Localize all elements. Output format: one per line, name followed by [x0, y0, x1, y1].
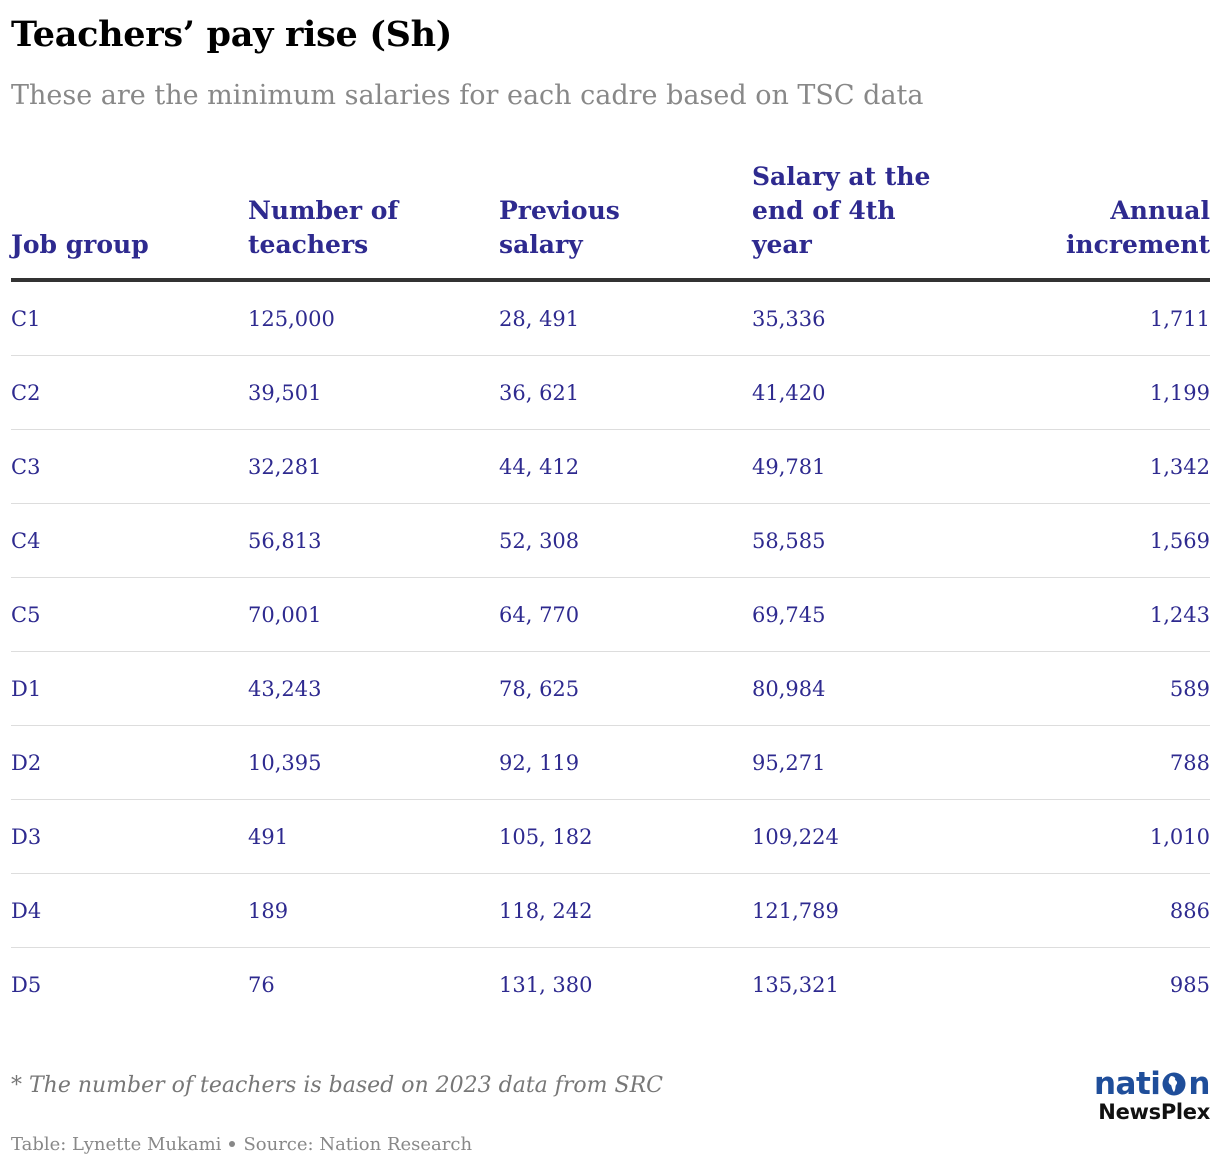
table-row: D2 10,395 92, 119 95,271 788 [11, 725, 1210, 800]
logo-wordmark-nation: nati n [1093, 1066, 1211, 1102]
cell-previous-salary: 52, 308 [499, 503, 752, 578]
cell-previous-salary: 36, 621 [499, 355, 752, 430]
table-row: D5 76 131, 380 135,321 985 [11, 948, 1210, 1022]
cell-annual-increment: 589 [962, 651, 1210, 726]
table-row: D1 43,243 78, 625 80,984 589 [11, 651, 1210, 726]
cell-salary-end-4th-year: 41,420 [752, 355, 962, 430]
cell-previous-salary: 64, 770 [499, 577, 752, 652]
cell-salary-end-4th-year: 121,789 [752, 873, 962, 948]
logo-text-part: nati [1093, 1066, 1161, 1102]
table-row: C5 70,001 64, 770 69,745 1,243 [11, 577, 1210, 652]
cell-number-of-teachers: 10,395 [248, 725, 499, 800]
table-row: D3 491 105, 182 109,224 1,010 [11, 799, 1210, 874]
salary-table: Job group Number of teachers Previous sa… [11, 160, 1210, 1021]
cell-previous-salary: 131, 380 [499, 972, 593, 997]
cell-annual-increment: 1,243 [962, 577, 1210, 652]
cell-previous-salary: 28, 491 [499, 280, 752, 356]
table-credit: Table: Lynette Mukami [11, 1134, 222, 1155]
source-credit: Source: Nation Research [243, 1134, 473, 1155]
table-row: D4 189 118, 242 121,789 886 [11, 873, 1210, 948]
cell-salary-end-4th-year: 49,781 [752, 429, 962, 504]
cell-number-of-teachers: 39,501 [248, 355, 499, 430]
header-number-of-teachers: Number of teachers [248, 160, 499, 282]
table-row: C4 56,813 52, 308 58,585 1,569 [11, 503, 1210, 578]
cell-number-of-teachers: 189 [248, 873, 499, 948]
credits: Table: Lynette Mukami Source: Nation Rese… [11, 1134, 472, 1155]
logo-text-part: n [1188, 1066, 1210, 1102]
header-label: Previous salary [499, 196, 620, 259]
table-row: C2 39,501 36, 621 41,420 1,199 [11, 355, 1210, 430]
header-salary-end-4th-year: Salary at the end of 4th year [752, 160, 962, 282]
cell-job-group: D2 [11, 725, 248, 800]
cell-number-of-teachers: 491 [248, 799, 499, 874]
page-title: Teachers’ pay rise (Sh) [11, 14, 453, 55]
cell-number-of-teachers: 125,000 [248, 280, 499, 356]
cell-number-of-teachers: 70,001 [248, 577, 499, 652]
cell-annual-increment: 1,010 [962, 799, 1210, 874]
cell-job-group: C1 [11, 280, 248, 356]
cell-number-of-teachers: 32,281 [248, 429, 499, 504]
globe-icon [1162, 1072, 1186, 1096]
cell-previous-salary: 92, 119 [499, 725, 752, 800]
page-subtitle: These are the minimum salaries for each … [11, 80, 924, 111]
header-annual-increment: Annual increment [962, 160, 1210, 282]
cell-annual-increment: 985 [1169, 972, 1210, 997]
header-job-group: Job group [11, 160, 248, 282]
cell-job-group: D3 [11, 799, 248, 874]
header-label: Salary at the end of 4th year [752, 162, 931, 259]
cell-previous-salary: 78, 625 [499, 651, 752, 726]
logo-wordmark-newsplex: NewsPlex [1098, 1100, 1210, 1124]
cell-job-group: C4 [11, 503, 248, 578]
table-row: C1 125,000 28, 491 35,336 1,711 [11, 280, 1210, 356]
cell-job-group: D5 [11, 972, 42, 997]
cell-salary-end-4th-year: 135,321 [752, 972, 839, 997]
cell-number-of-teachers: 43,243 [248, 651, 499, 726]
nation-newsplex-logo: nati n NewsPlex [1093, 1066, 1211, 1124]
cell-annual-increment: 1,199 [962, 355, 1210, 430]
cell-salary-end-4th-year: 35,336 [752, 280, 962, 356]
cell-annual-increment: 1,569 [962, 503, 1210, 578]
table-row: C3 32,281 44, 412 49,781 1,342 [11, 429, 1210, 504]
cell-salary-end-4th-year: 69,745 [752, 577, 962, 652]
cell-previous-salary: 105, 182 [499, 799, 752, 874]
cell-previous-salary: 44, 412 [499, 429, 752, 504]
cell-annual-increment: 1,342 [962, 429, 1210, 504]
cell-previous-salary: 118, 242 [499, 873, 752, 948]
cell-annual-increment: 1,711 [962, 280, 1210, 356]
cell-salary-end-4th-year: 80,984 [752, 651, 962, 726]
cell-salary-end-4th-year: 109,224 [752, 799, 962, 874]
header-label: Job group [11, 230, 149, 259]
table-body: C1 125,000 28, 491 35,336 1,711 C2 39,50… [11, 280, 1210, 1021]
cell-job-group: C2 [11, 355, 248, 430]
cell-job-group: D1 [11, 651, 248, 726]
cell-salary-end-4th-year: 95,271 [752, 725, 962, 800]
header-previous-salary: Previous salary [499, 160, 752, 282]
cell-job-group: D4 [11, 873, 248, 948]
cell-job-group: C5 [11, 577, 248, 652]
cell-annual-increment: 788 [962, 725, 1210, 800]
table-header-row: Job group Number of teachers Previous sa… [11, 160, 1210, 282]
cell-job-group: C3 [11, 429, 248, 504]
separator-dot-icon [229, 1140, 236, 1147]
footnote: * The number of teachers is based on 202… [11, 1073, 663, 1098]
header-label: Annual increment [1065, 196, 1210, 259]
cell-number-of-teachers: 76 [248, 972, 275, 997]
cell-annual-increment: 886 [962, 873, 1210, 948]
cell-number-of-teachers: 56,813 [248, 503, 499, 578]
header-label: Number of teachers [248, 196, 399, 259]
cell-salary-end-4th-year: 58,585 [752, 503, 962, 578]
